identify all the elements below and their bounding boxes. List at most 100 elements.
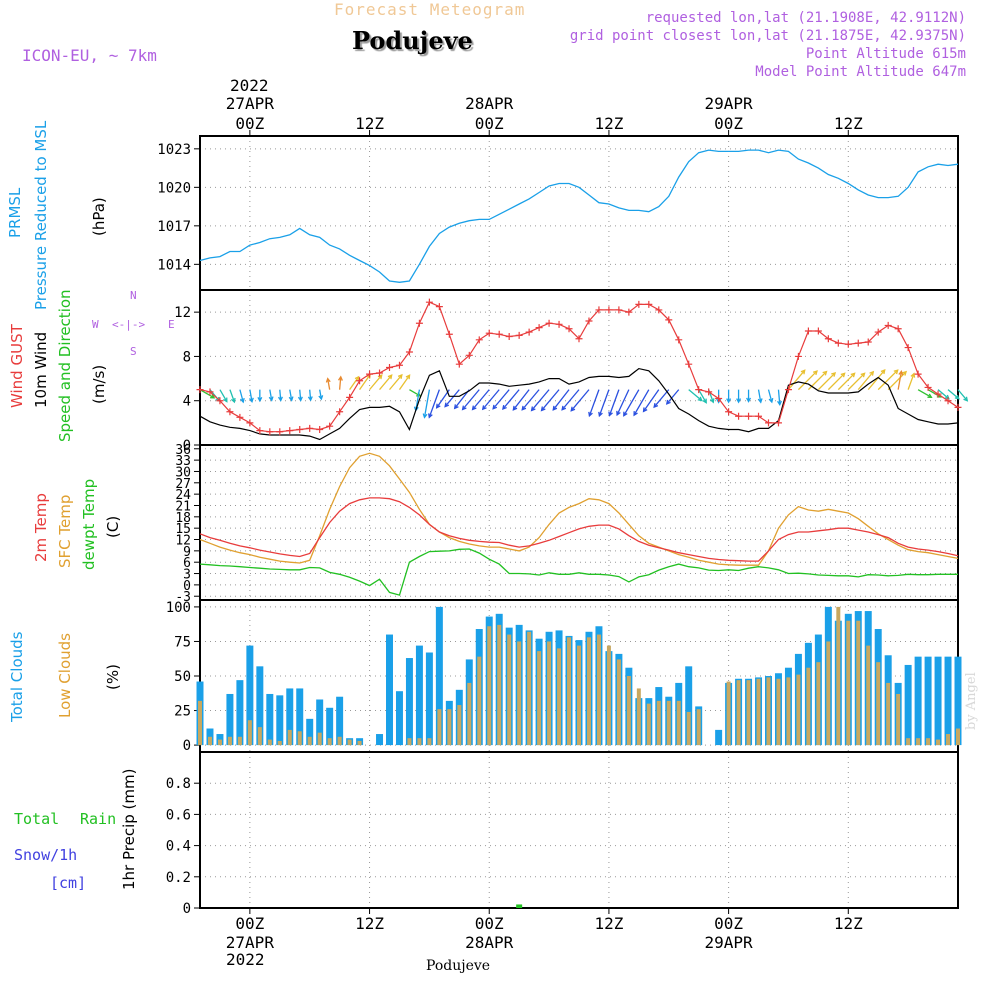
- wind-arrow: [767, 389, 774, 404]
- wind-arrow: [827, 372, 846, 391]
- bottom-day-label: 27APR: [226, 933, 275, 952]
- low-cloud-bar: [207, 736, 212, 746]
- wind-arrow: [444, 389, 460, 408]
- gust-marker: [206, 388, 214, 396]
- wind-arrow: [561, 389, 580, 411]
- wind-arrow: [530, 389, 550, 412]
- compass-s: S: [130, 345, 137, 358]
- gust-marker: [465, 351, 473, 359]
- wind-arrow: [435, 389, 450, 409]
- low-cloud-bar: [277, 740, 282, 746]
- gust-marker: [844, 340, 852, 348]
- wind-arrow: [897, 370, 904, 390]
- low-cloud-bar: [776, 678, 781, 746]
- wind-arrow: [608, 389, 620, 417]
- low-cloud-bar: [567, 637, 572, 746]
- gust-marker: [425, 298, 433, 306]
- wind-arrow: [379, 374, 393, 391]
- wind-arrow: [817, 371, 837, 391]
- gust-marker: [565, 325, 573, 333]
- low-cloud-bar: [217, 739, 222, 746]
- total-cloud-bar: [226, 693, 234, 746]
- wind-gust-line: [199, 301, 959, 433]
- gust-marker: [884, 321, 892, 329]
- gust-marker: [854, 339, 862, 347]
- low-cloud-bar: [866, 645, 871, 746]
- y-tick-label: -3: [175, 590, 191, 605]
- wind-arrow: [887, 370, 908, 391]
- gust-marker: [954, 403, 962, 411]
- wind-arrow: [623, 389, 640, 417]
- wind-arrow: [307, 389, 313, 402]
- low-cloud-bar: [836, 606, 841, 746]
- low-cloud-bar: [437, 709, 442, 746]
- low-cloud-bar: [756, 678, 761, 746]
- gust-marker: [216, 397, 224, 405]
- gust-marker: [904, 344, 912, 352]
- panel-frame-precip: [199, 751, 959, 909]
- top-time-label: 12Z: [355, 114, 384, 133]
- total-cloud-bar: [316, 699, 324, 746]
- precip-snow-label: Snow/1h: [14, 846, 78, 864]
- gust-marker: [665, 316, 673, 324]
- gust-marker: [196, 386, 204, 394]
- gust-marker: [366, 370, 374, 378]
- y-tick-label: 1020: [157, 180, 191, 196]
- total-cloud-bar: [336, 696, 344, 746]
- gust-marker: [326, 422, 334, 430]
- wind-arrow: [907, 372, 916, 390]
- wind-arrow: [653, 389, 670, 409]
- low-cloud-bar: [577, 645, 581, 746]
- wind-arrow: [570, 389, 590, 412]
- y-tick-label: 0: [183, 438, 191, 454]
- compass-w: W: [92, 318, 99, 331]
- y-tick-label: 6: [183, 556, 191, 571]
- gust-marker: [874, 328, 882, 336]
- gust-marker: [655, 306, 663, 314]
- bottom-time-label: 00Z: [475, 914, 504, 933]
- low-cloud-bar: [517, 641, 522, 746]
- bottom-time-label: 12Z: [594, 914, 623, 933]
- bottom-time-label: 00Z: [714, 914, 743, 933]
- wind-arrow: [268, 389, 274, 402]
- low-cloud-bar: [606, 645, 611, 746]
- y-tick-label: 3: [183, 568, 191, 583]
- total-cloud-bar: [266, 693, 274, 746]
- gust-marker: [356, 377, 364, 385]
- wind-arrow: [867, 368, 886, 391]
- top-day-label: 29APR: [705, 94, 754, 113]
- wind-arrow: [248, 389, 254, 403]
- low-cloud-bar: [337, 736, 342, 746]
- wind-arrow: [297, 389, 303, 402]
- wind-arrow: [598, 389, 610, 418]
- wind-arrow: [757, 389, 763, 404]
- gust-marker: [635, 300, 643, 308]
- gust-marker: [445, 330, 453, 338]
- gust-marker: [226, 408, 234, 416]
- bottom-day-label: 29APR: [705, 933, 754, 952]
- y-tick-label: 12: [175, 534, 191, 549]
- gust-marker: [944, 397, 952, 405]
- wind-arrow: [837, 372, 856, 391]
- low-cloud-bar: [497, 624, 502, 746]
- y-tick-label: 30: [175, 465, 191, 480]
- low-cloud-bar: [507, 634, 512, 746]
- low-cloud-bar: [626, 676, 631, 746]
- low-cloud-bar: [646, 703, 651, 746]
- grid-point-coordinates: grid point closest lon,lat (21.1875E, 42…: [569, 28, 966, 44]
- top-time-label: 00Z: [235, 114, 264, 133]
- low-cloud-bar: [686, 711, 691, 746]
- low-cloud-bar: [257, 727, 262, 746]
- wind-arrow: [688, 389, 703, 402]
- gust-marker: [924, 383, 932, 391]
- low-cloud-bar: [477, 656, 482, 746]
- gust-marker: [765, 419, 772, 427]
- panel-frame-pressure: [199, 135, 959, 291]
- low-cloud-bar: [816, 662, 821, 746]
- wind-arrow: [807, 370, 828, 391]
- y-tick-label: 1014: [157, 257, 191, 273]
- gust-marker: [525, 328, 533, 336]
- wind-arrow: [239, 389, 245, 404]
- gust-marker: [505, 333, 513, 340]
- low-cloud-bar: [926, 738, 931, 746]
